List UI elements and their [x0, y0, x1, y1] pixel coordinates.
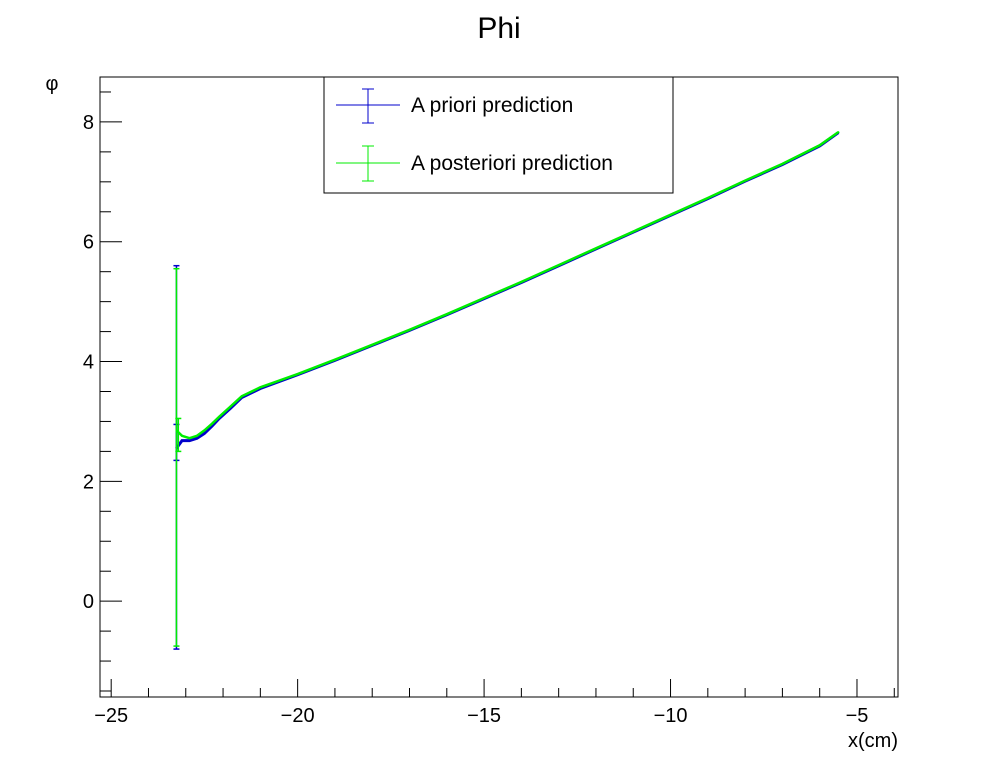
data-point: [181, 434, 184, 437]
x-axis: −25 −20 −15 −10 −5: [94, 679, 895, 727]
chart-title: Phi: [477, 12, 520, 45]
series-layer: [173, 131, 840, 650]
y-tick-label: 4: [83, 352, 94, 374]
data-point: [520, 280, 523, 283]
data-point: [259, 386, 262, 389]
data-point: [181, 439, 184, 442]
y-axis-title: φ: [46, 73, 59, 95]
data-point: [408, 328, 411, 331]
data-point: [218, 415, 221, 418]
x-tick-label: −5: [846, 705, 869, 727]
data-point: [371, 343, 374, 346]
legend-label-a-priori: A priori prediction: [411, 94, 573, 117]
legend-label-a-posteriori: A posteriori prediction: [411, 152, 613, 175]
data-point: [669, 213, 672, 216]
y-tick-label: 8: [83, 112, 94, 134]
data-point: [837, 131, 840, 134]
data-point: [483, 297, 486, 300]
data-point: [203, 432, 206, 435]
y-tick-label: 2: [83, 471, 94, 493]
legend: A priori prediction A posteriori predict…: [323, 76, 674, 194]
y-tick-label: 6: [83, 232, 94, 254]
data-point: [240, 395, 243, 398]
data-point: [781, 162, 784, 165]
data-point: [229, 405, 232, 408]
data-point: [445, 313, 448, 316]
data-point: [195, 437, 198, 440]
data-point: [210, 422, 213, 425]
legend-box: [323, 76, 674, 194]
data-point: [706, 197, 709, 200]
y-tick-label: 0: [83, 591, 94, 613]
x-tick-label: −25: [94, 705, 128, 727]
y-axis: 0 2 4 6 8: [83, 91, 122, 692]
data-point: [188, 439, 191, 442]
error-bar: [175, 417, 182, 453]
data-point: [333, 358, 336, 361]
x-axis-title: x(cm): [848, 730, 898, 752]
series-0: [173, 131, 840, 650]
series-line: [175, 131, 840, 440]
legend-entry-a-posteriori: A posteriori prediction: [336, 145, 613, 182]
data-point: [195, 434, 198, 437]
legend-entry-a-priori: A priori prediction: [336, 88, 573, 124]
data-point: [594, 247, 597, 250]
data-point: [557, 264, 560, 267]
data-point: [818, 144, 821, 147]
x-tick-label: −15: [467, 705, 501, 727]
series-1: [173, 131, 840, 647]
data-point: [744, 179, 747, 182]
data-point: [296, 373, 299, 376]
error-bar: [173, 267, 180, 647]
x-tick-label: −10: [654, 705, 688, 727]
data-point: [632, 230, 635, 233]
data-point: [203, 429, 206, 432]
data-point: [188, 437, 191, 440]
x-tick-label: −20: [281, 705, 315, 727]
